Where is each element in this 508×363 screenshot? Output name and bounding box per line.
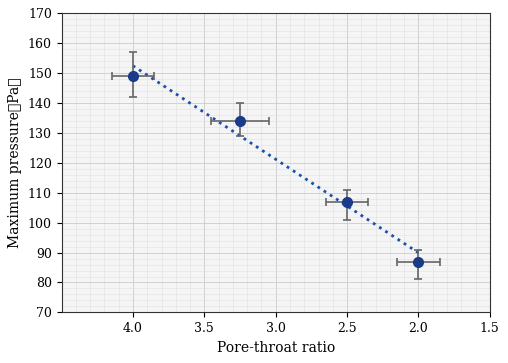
X-axis label: Pore-throat ratio: Pore-throat ratio (216, 340, 335, 355)
Y-axis label: Maximum pressure（Pa）: Maximum pressure（Pa） (8, 78, 22, 248)
